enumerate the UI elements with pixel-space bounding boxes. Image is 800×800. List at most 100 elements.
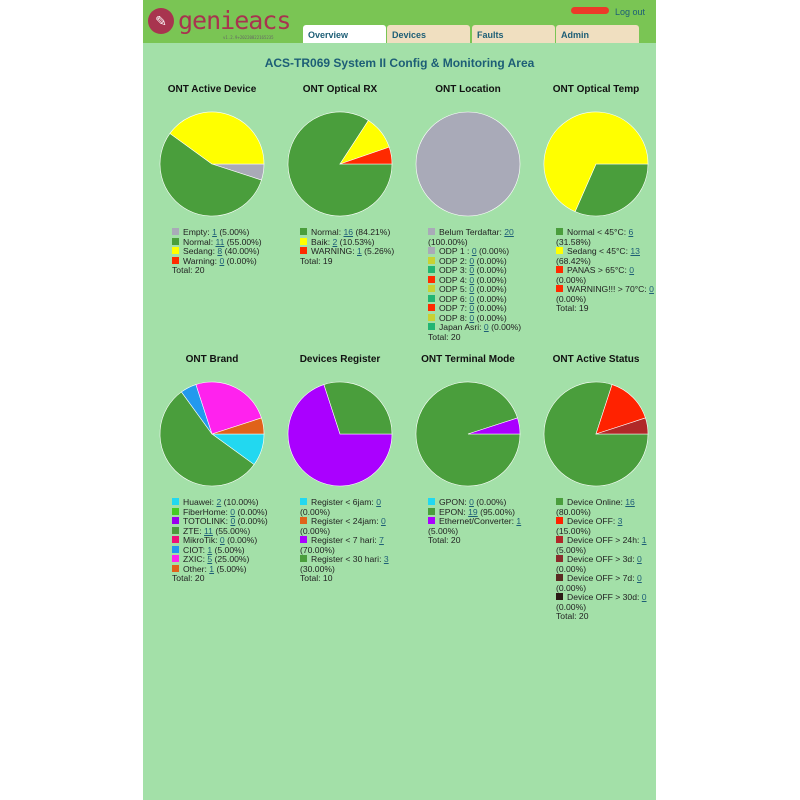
- legend-count-link[interactable]: 0: [219, 255, 225, 266]
- pie-slice[interactable]: [574, 163, 649, 217]
- pie-slice[interactable]: [339, 146, 393, 165]
- tab-faults[interactable]: Faults: [472, 25, 555, 43]
- legend-label: Device OFF > 7d:: [567, 573, 637, 583]
- legend-item: ODP 7: 0 (0.00%): [428, 303, 528, 314]
- pie-slice[interactable]: [195, 381, 262, 435]
- legend-count-link[interactable]: 2: [332, 236, 338, 247]
- legend-count-link[interactable]: 20: [504, 227, 514, 237]
- legend-percent: (5.00%): [219, 227, 250, 237]
- pie-slice[interactable]: [169, 111, 265, 165]
- legend-item: Normal: 16 (84.21%): [300, 227, 400, 238]
- tab-admin[interactable]: Admin: [556, 25, 639, 43]
- legend-count-link[interactable]: 1: [516, 516, 522, 526]
- legend-total: Total: 19: [556, 303, 589, 313]
- legend-count-link[interactable]: 0: [471, 246, 477, 256]
- legend-percent: (31.58%): [556, 236, 591, 247]
- legend-count-link[interactable]: 0: [636, 554, 642, 564]
- legend-item: Belum Terdaftar: 20 (100.00%): [428, 227, 528, 247]
- legend-percent: (95.00%): [480, 506, 515, 517]
- legend-count-link[interactable]: 0: [649, 284, 654, 294]
- legend-percent: (0.00%): [476, 497, 507, 507]
- legend-count-link[interactable]: 19: [468, 506, 478, 517]
- legend-swatch: [300, 536, 307, 543]
- legend-label: Belum Terdaftar:: [439, 227, 505, 237]
- legend-count-link[interactable]: 0: [380, 516, 386, 526]
- chart-devices-register: Devices Register Register < 6jam: 0 (0.00…: [276, 354, 404, 584]
- chart-legend: Device Online: 16 (80.00%) Device OFF: 3 …: [556, 497, 656, 622]
- legend-count-link[interactable]: 0: [469, 303, 475, 313]
- pie-slice[interactable]: [287, 111, 393, 217]
- pie-slice[interactable]: [159, 133, 262, 217]
- legend-label: ODP 7:: [439, 303, 470, 313]
- legend-count-link[interactable]: 0: [219, 535, 225, 545]
- pie-slice[interactable]: [415, 111, 521, 217]
- legend-count-link[interactable]: 0: [629, 265, 635, 275]
- legend-swatch: [300, 228, 307, 235]
- legend-label: Huawei:: [183, 497, 217, 507]
- legend-swatch: [556, 285, 563, 292]
- pie-slice[interactable]: [543, 381, 649, 487]
- chart-legend: Register < 6jam: 0 (0.00%) Register < 24j…: [300, 497, 400, 584]
- legend-item: MikroTik: 0 (0.00%): [172, 535, 272, 546]
- legend-count-link[interactable]: 11: [204, 525, 213, 536]
- legend-count-link[interactable]: 0: [483, 322, 489, 332]
- legend-count-link[interactable]: 6: [628, 227, 634, 237]
- legend-count-link[interactable]: 1: [209, 563, 215, 574]
- legend-count-link[interactable]: 7: [379, 535, 384, 545]
- legend-count-link[interactable]: 0: [469, 265, 475, 275]
- legend-count-link[interactable]: 3: [617, 516, 623, 526]
- tab-devices[interactable]: Devices: [387, 25, 470, 43]
- version-label: v1.2.9+20220822165235: [223, 35, 274, 40]
- legend-count-link[interactable]: 0: [230, 516, 236, 526]
- pie-slice[interactable]: [159, 391, 255, 487]
- legend-count-link[interactable]: 2: [216, 497, 222, 507]
- legend-count-link[interactable]: 1: [207, 544, 213, 555]
- legend-percent: (40.00%): [224, 246, 260, 256]
- legend-count-link[interactable]: 16: [343, 227, 354, 237]
- legend-label: Ethernet/Converter:: [439, 516, 517, 526]
- legend-count-link[interactable]: 16: [625, 497, 635, 507]
- pie-slice[interactable]: [543, 111, 649, 213]
- legend-count-link[interactable]: 3: [383, 554, 389, 564]
- legend-count-link[interactable]: 0: [469, 274, 475, 285]
- legend-percent: (0.00%): [556, 582, 587, 593]
- legend-label: TOTOLINK:: [183, 516, 231, 526]
- legend-count-link[interactable]: 1: [641, 535, 647, 545]
- legend-count-link[interactable]: 1: [357, 246, 362, 256]
- legend-swatch: [172, 237, 179, 245]
- chart-ont-optical-rx: ONT Optical RX Normal: 16 (84.21%) Baik: 2…: [276, 84, 404, 266]
- logo[interactable]: ✎ genieacs: [148, 6, 291, 35]
- legend-count-link[interactable]: 1: [212, 227, 217, 237]
- legend-swatch: [428, 294, 435, 302]
- legend-count-link[interactable]: 0: [469, 293, 475, 304]
- legend-count-link[interactable]: 0: [469, 497, 474, 507]
- legend-count-link[interactable]: 0: [641, 592, 647, 602]
- pie-slice[interactable]: [467, 417, 521, 435]
- legend-count-link[interactable]: 0: [469, 284, 475, 294]
- legend-swatch: [428, 285, 435, 292]
- legend-item: Device OFF > 3d: 0 (0.00%): [556, 554, 656, 574]
- legend-item: ODP 3: 0 (0.00%): [428, 265, 528, 276]
- legend-count-link[interactable]: 11: [215, 236, 225, 247]
- legend-count-link[interactable]: 0: [636, 573, 642, 583]
- legend-count-link[interactable]: 5: [207, 554, 213, 564]
- logout-link[interactable]: Log out: [614, 7, 645, 17]
- legend-count-link[interactable]: 0: [376, 497, 381, 507]
- legend-count-link[interactable]: 8: [217, 246, 223, 256]
- legend-label: ZTE:: [183, 525, 205, 536]
- legend-count-link[interactable]: 0: [469, 255, 475, 266]
- pie-slice[interactable]: [595, 417, 649, 435]
- legend-item: ODP 1 : 0 (0.00%): [428, 246, 528, 257]
- pie-slice[interactable]: [323, 381, 393, 435]
- pie-slice[interactable]: [287, 384, 393, 487]
- tab-overview[interactable]: Overview: [303, 25, 386, 43]
- legend-count-link[interactable]: 0: [230, 506, 236, 517]
- pie-slice[interactable]: [211, 417, 265, 435]
- legend-swatch: [300, 517, 307, 524]
- legend-count-link[interactable]: 13: [630, 246, 640, 256]
- legend-count-link[interactable]: 0: [469, 312, 475, 323]
- logo-icon: ✎: [148, 7, 174, 34]
- legend-percent: (0.00%): [556, 601, 587, 612]
- legend-percent: (70.00%): [300, 544, 335, 555]
- legend-label: PANAS > 65°C:: [567, 265, 630, 275]
